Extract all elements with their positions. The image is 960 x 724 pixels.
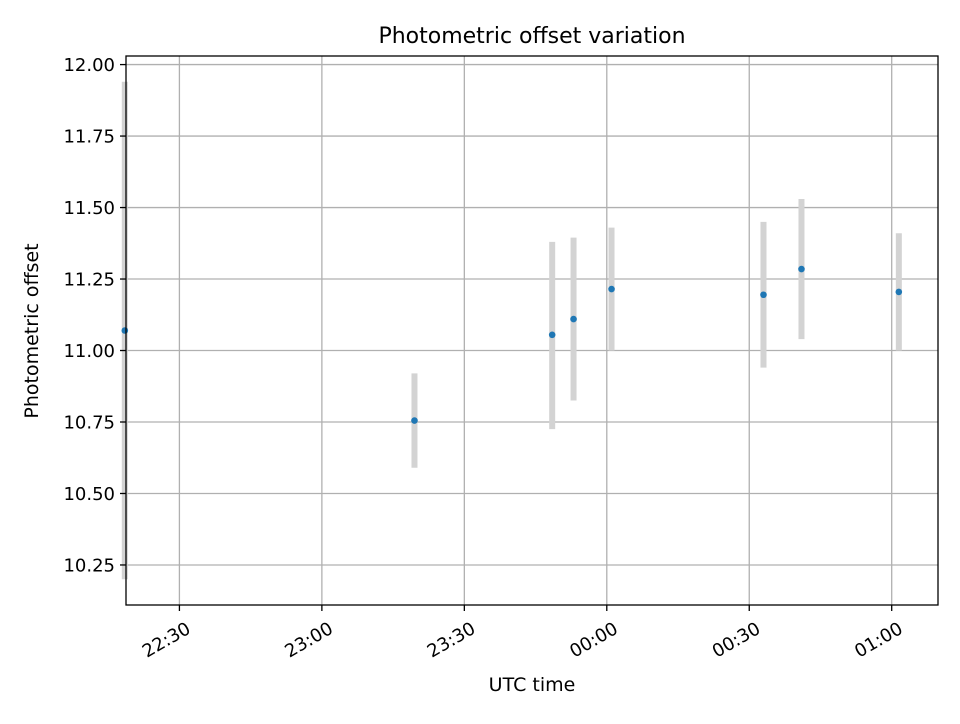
y-tick-label: 10.75 [63,413,115,434]
chart-title: Photometric offset variation [378,24,685,49]
y-tick-label: 11.75 [63,127,115,148]
data-point [411,417,418,424]
data-point [798,265,805,273]
grid-layer [126,56,938,605]
y-tick-label: 11.25 [63,270,115,291]
y-axis-ticks: 10.25 10.50 10.75 11.00 11.25 11.50 11.75 12.00 [63,55,126,576]
data-point [121,327,129,334]
data-point [608,285,615,293]
data-point [760,291,767,299]
y-tick-label: 11.50 [63,198,115,219]
y-tick-label: 12.00 [63,55,115,76]
y-tick-label: 10.25 [63,555,115,576]
data-point [895,288,903,296]
y-tick-label: 11.00 [63,341,115,362]
data-point [548,331,556,339]
data-point [570,315,577,323]
y-axis-label: Photometric offset [21,243,43,418]
y-tick-label: 10.50 [63,484,115,505]
x-axis-label: UTC time [489,674,576,696]
axes-frame [125,55,939,606]
